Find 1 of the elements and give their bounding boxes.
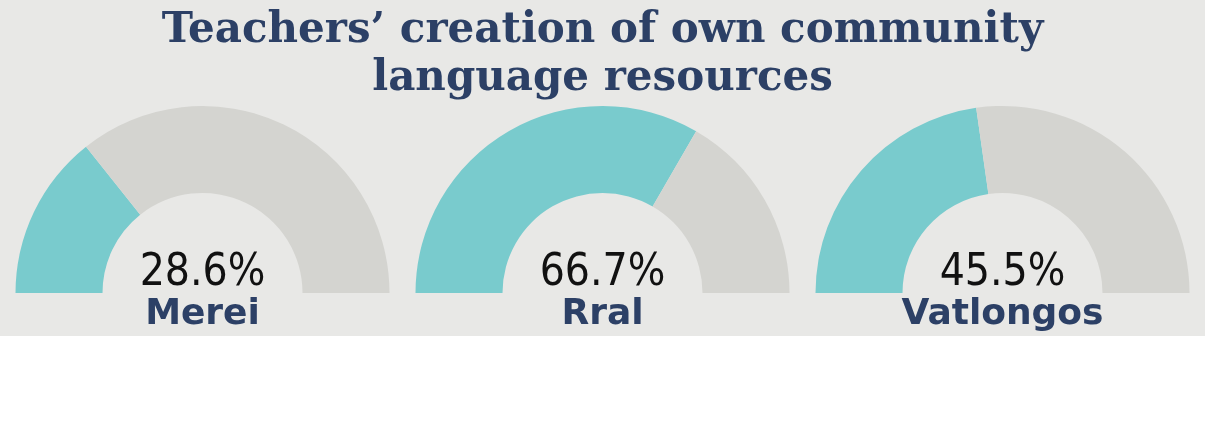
text: Teachers’ creation of own community language resources	[161, 3, 1045, 100]
